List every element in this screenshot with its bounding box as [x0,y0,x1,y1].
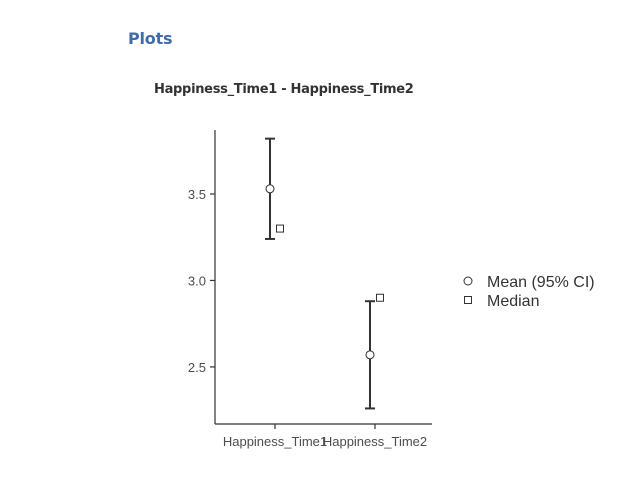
axes [214,130,432,425]
y-ticks: 2.5 3.0 3.5 [188,187,215,375]
chart-marks [265,137,384,410]
legend: Mean (95% CI) Median [463,274,595,310]
section-title: Plots [128,29,173,48]
mean-point [265,184,275,194]
y-tick-label: 3.5 [188,187,206,202]
legend-marker-median [464,296,472,304]
median-point [376,293,384,302]
median-point [276,224,284,233]
x-tick-label: Happiness_Time2 [323,434,427,449]
legend-marker-mean [463,276,473,286]
legend-label-median: Median [487,293,539,310]
mean-point [365,350,375,360]
y-tick-label: 3.0 [188,273,206,288]
plot-title: Happiness_Time1 - Happiness_Time2 [154,82,414,97]
legend-label-mean: Mean (95% CI) [487,274,595,291]
y-tick-label: 2.5 [188,360,206,375]
x-tick-label: Happiness_Time1 [223,434,327,449]
